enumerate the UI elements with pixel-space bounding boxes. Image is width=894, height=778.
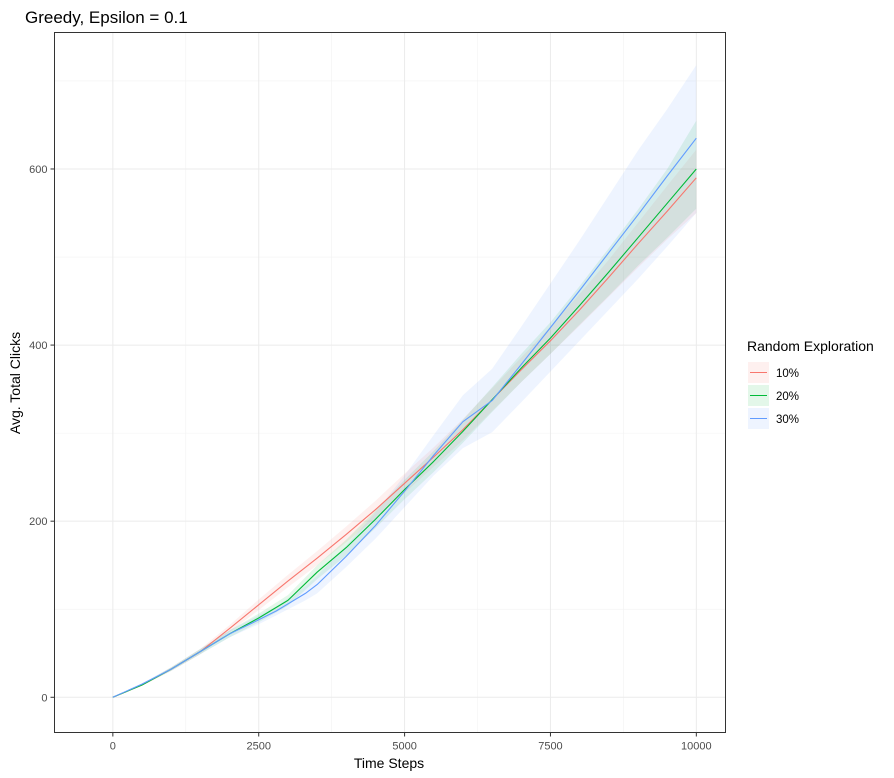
legend-items: 10% 20% 30%	[748, 362, 799, 429]
legend-label-20: 20%	[776, 391, 799, 403]
legend-label-10: 10%	[776, 368, 799, 380]
series-line-10	[112, 177, 697, 698]
minor-gridlines	[54, 32, 726, 733]
chart-title: Greedy, Epsilon = 0.1	[25, 8, 188, 27]
y-tick-label: 200	[29, 516, 47, 528]
x-tick-label: 5000	[392, 741, 416, 753]
x-tick-label: 10000	[681, 741, 712, 753]
x-tick-label: 2500	[246, 741, 270, 753]
legend-label-30: 30%	[776, 414, 799, 426]
x-tick-label: 0	[110, 741, 116, 753]
legend: Random Exploration 10% 20% 30%	[747, 338, 874, 429]
plot-panel	[54, 32, 726, 733]
plot-border	[54, 32, 726, 733]
x-axis-ticks: 0 2500 5000 7500 10000	[110, 732, 712, 753]
y-axis-ticks: 0 200 400 600	[29, 164, 55, 704]
series-lines	[112, 137, 697, 698]
x-tick-label: 7500	[538, 741, 562, 753]
y-axis-title: Avg. Total Clicks	[7, 332, 23, 434]
y-tick-label: 600	[29, 164, 47, 176]
y-tick-label: 0	[41, 692, 47, 704]
y-tick-label: 400	[29, 340, 47, 352]
legend-title: Random Exploration	[747, 338, 874, 354]
major-gridlines	[54, 32, 726, 733]
x-axis-title: Time Steps	[354, 755, 424, 771]
series-line-30	[112, 137, 697, 698]
